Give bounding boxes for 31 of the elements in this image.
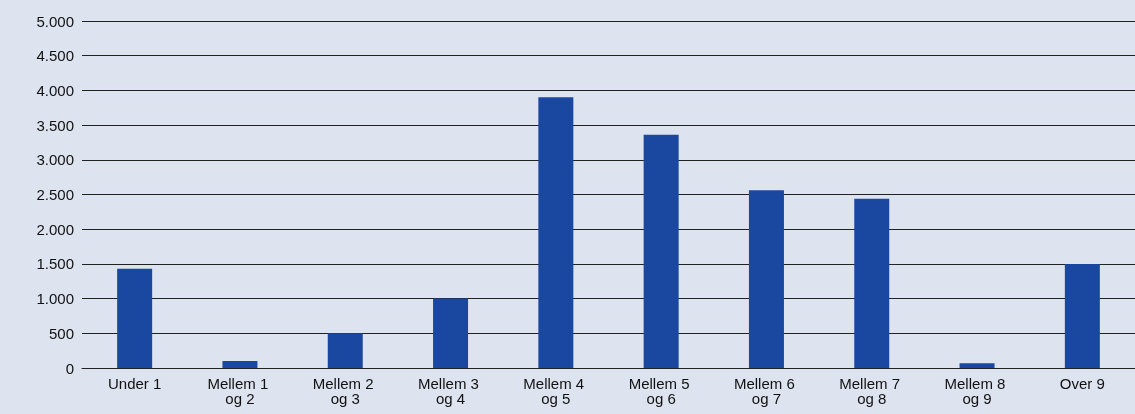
y-tick-label: 4.000: [36, 81, 74, 99]
bar: [748, 190, 784, 368]
bar: [327, 333, 363, 368]
y-tick-label: 500: [48, 324, 74, 342]
y-tick-label: 3.500: [36, 116, 74, 134]
x-tick-label: Mellem 2 og 3: [312, 375, 378, 407]
bar: [1064, 263, 1100, 368]
x-tick-label: Mellem 8 og 9: [944, 375, 1010, 407]
y-tick-label: 1.000: [36, 290, 74, 308]
x-tick-label: Mellem 1 og 2: [207, 375, 273, 407]
x-tick-label: Under 1: [107, 375, 162, 392]
x-tick-label: Over 9: [1059, 375, 1105, 392]
x-tick-label: Mellem 4 og 5: [523, 375, 589, 407]
y-tick-label: 5.000: [36, 12, 74, 30]
y-tick-label: 1.500: [36, 255, 74, 273]
y-tick-label: 3.000: [36, 151, 74, 169]
bar: [538, 97, 574, 368]
y-tick-label: 0: [65, 359, 74, 377]
bar: [854, 198, 890, 368]
x-tick-label: Mellem 6 og 7: [733, 375, 799, 407]
x-tick-label: Mellem 5 og 6: [628, 375, 694, 407]
bar: [222, 361, 258, 368]
bar: [117, 268, 153, 368]
y-tick-label: 2.500: [36, 186, 74, 203]
x-tick-label: Mellem 7 og 8: [839, 375, 905, 407]
x-tick-label: Mellem 3 og 4: [418, 375, 484, 407]
bar: [643, 134, 679, 368]
y-tick-label: 2.000: [36, 220, 74, 238]
bar: [433, 298, 469, 368]
y-tick-label: 4.500: [36, 47, 74, 65]
bar: [959, 363, 995, 368]
